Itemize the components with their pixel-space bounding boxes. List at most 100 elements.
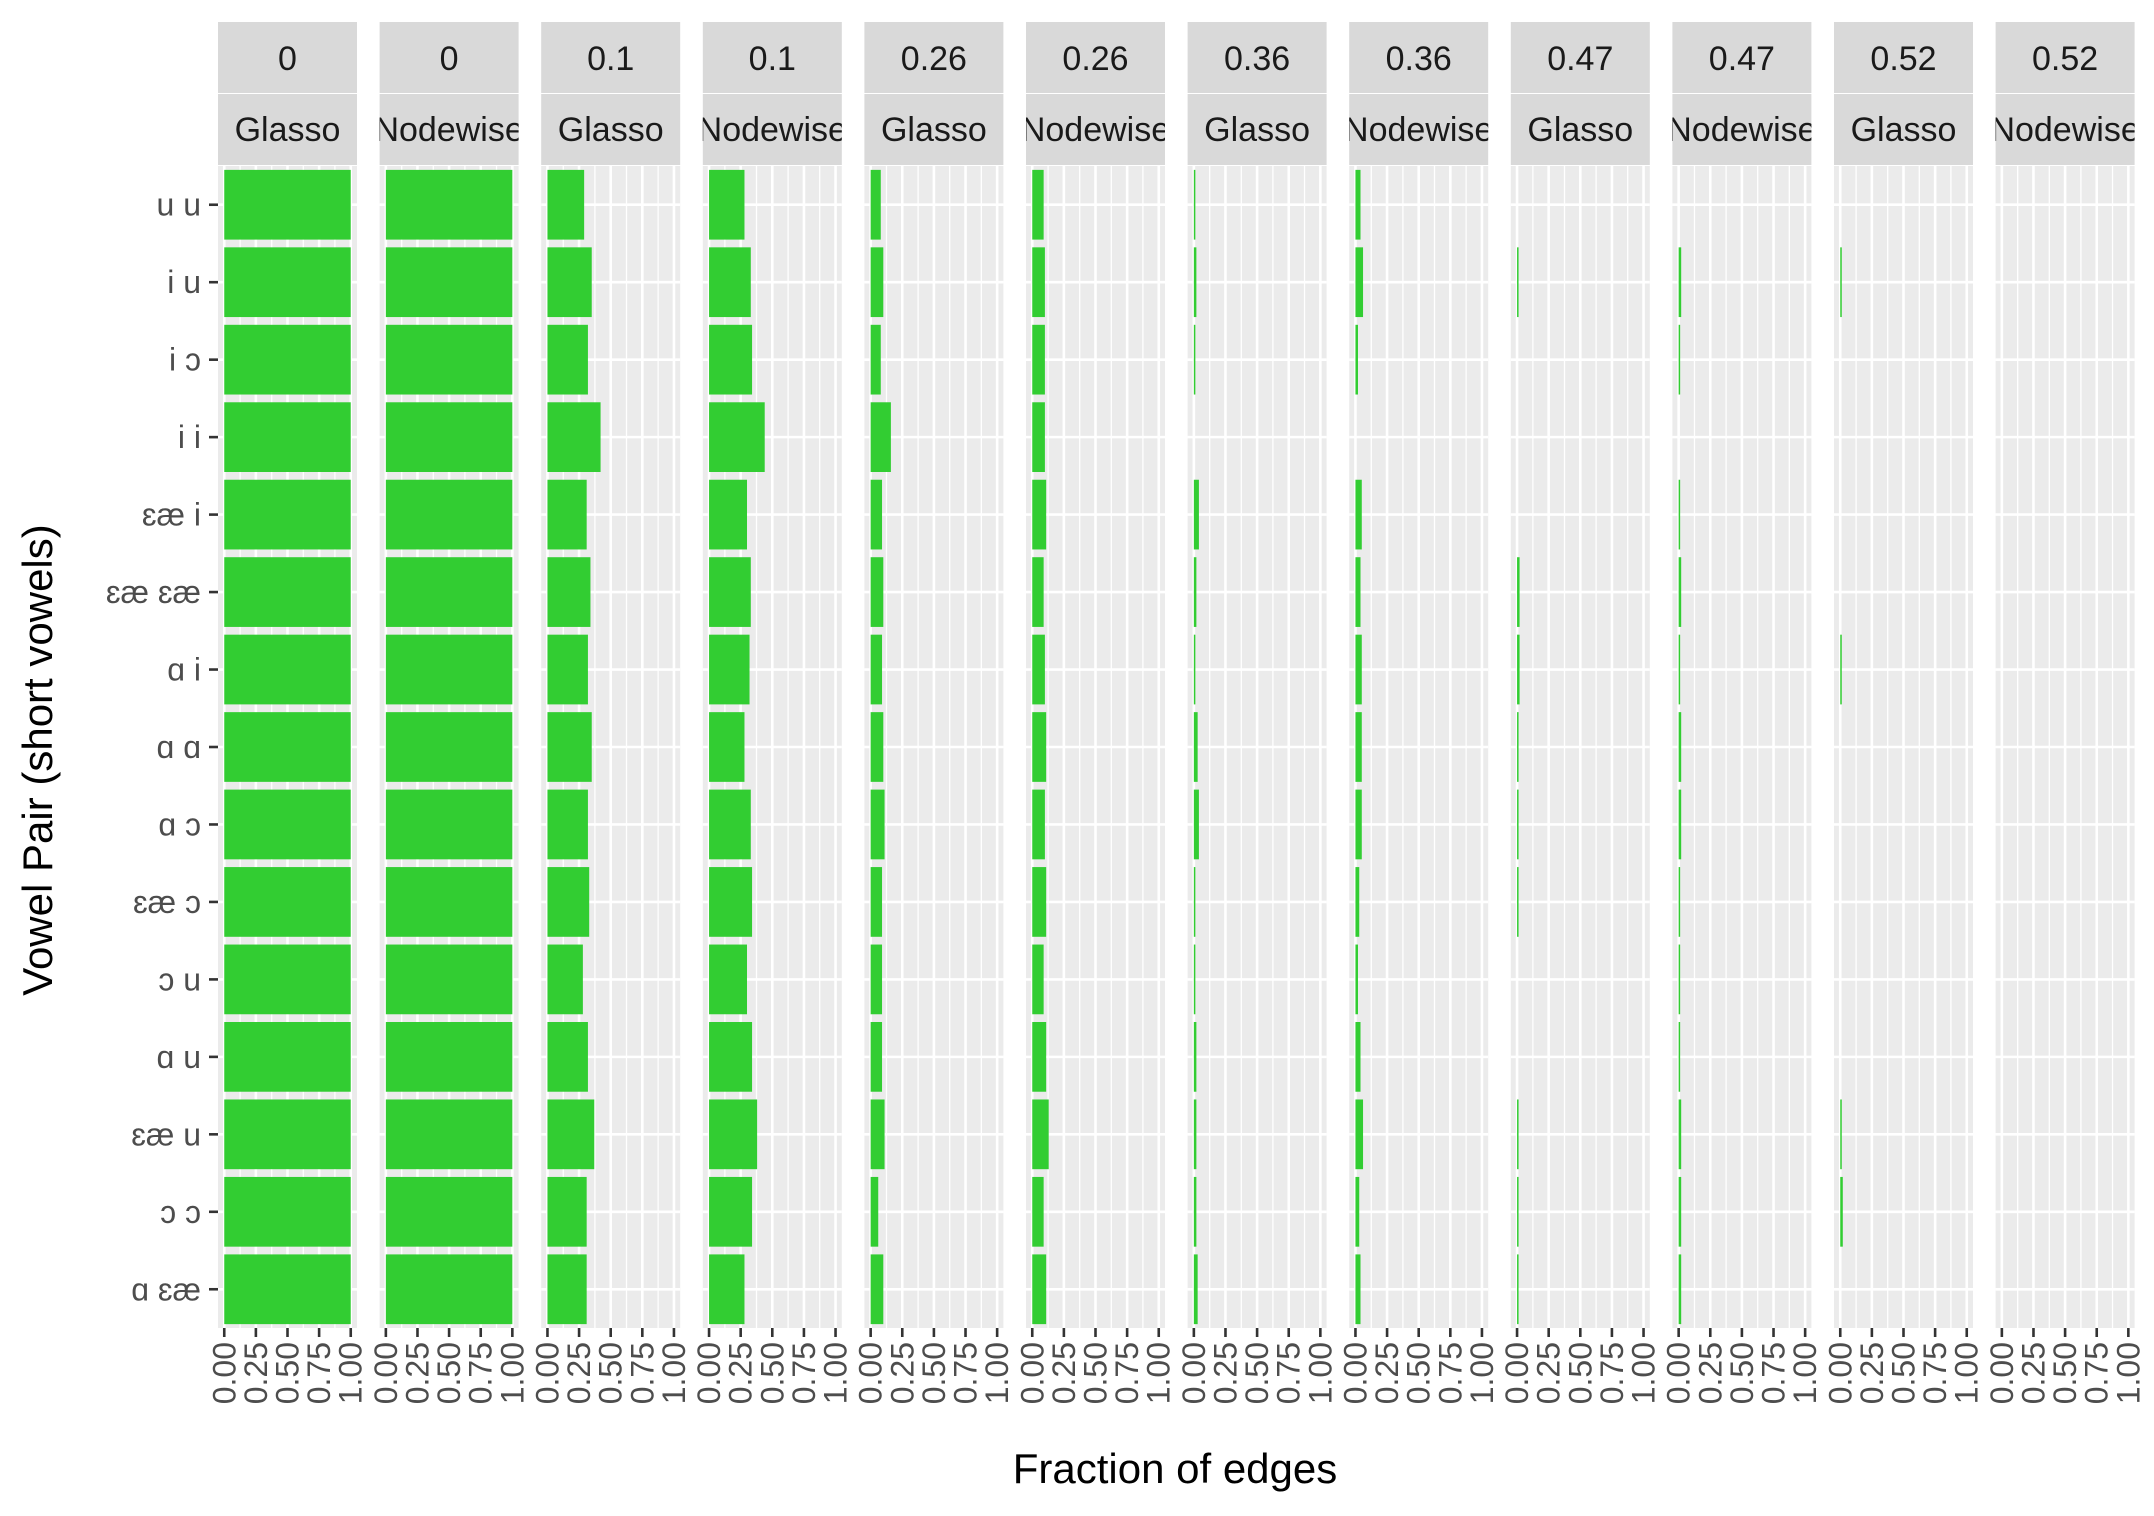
bar xyxy=(547,1254,587,1325)
y-tick-label: ɛæ ɛæ xyxy=(106,574,201,610)
bar xyxy=(1840,634,1842,705)
bar xyxy=(1517,867,1519,937)
facet-label-bottom: Nodewise xyxy=(698,111,847,149)
facet-panel xyxy=(1510,166,1650,1328)
bar xyxy=(547,247,592,318)
facet-label-top: 0.26 xyxy=(1062,40,1128,78)
x-tick-label: 0.50 xyxy=(431,1342,467,1404)
bar xyxy=(870,634,883,705)
bar xyxy=(870,944,883,1015)
facet-label-top: 0.47 xyxy=(1547,40,1613,78)
y-tick-label: ɔ u xyxy=(158,961,201,997)
bar xyxy=(385,1254,513,1325)
y-axis: u u i u i ɔ i i ɛæ i ɛæ ɛæ ɑ i ɑ ɑ ɑ ɔ ɛæ ɔ ɔ u ɑ u… xyxy=(106,187,218,1307)
x-tick-label: 0.75 xyxy=(786,1342,822,1404)
bar xyxy=(547,712,592,782)
bar xyxy=(1193,1176,1197,1247)
facet-label-top: 0.36 xyxy=(1386,40,1452,78)
bar xyxy=(870,1254,884,1325)
y-tick-label: i u xyxy=(167,264,201,300)
bar xyxy=(385,712,513,782)
bar xyxy=(870,789,885,860)
bar xyxy=(1840,1099,1842,1170)
x-tick-label: 0.75 xyxy=(1271,1342,1307,1404)
facet-strip-bottom xyxy=(1349,94,1489,165)
x-tick-label: 0.25 xyxy=(1207,1342,1243,1404)
facet-label-top: 0 xyxy=(440,40,459,78)
bar xyxy=(709,402,765,472)
y-axis-title: Vowel Pair (short vowels) xyxy=(14,524,61,996)
bar xyxy=(1032,324,1045,395)
x-axis-panel: 0.000.250.500.751.00 xyxy=(368,1328,530,1404)
bar xyxy=(1193,169,1196,240)
bar xyxy=(1193,1254,1198,1325)
facet-label-bottom: Nodewise xyxy=(1021,111,1170,149)
x-tick-label: 0.00 xyxy=(691,1342,727,1404)
bar xyxy=(385,1176,513,1247)
bar xyxy=(1032,479,1047,550)
y-tick-label: i ɔ xyxy=(169,342,201,378)
x-axis-title: Fraction of edges xyxy=(1013,1445,1338,1492)
bar xyxy=(1517,634,1520,705)
bar xyxy=(1193,557,1197,627)
bar xyxy=(1032,247,1045,318)
bar xyxy=(385,867,513,937)
bar xyxy=(1517,712,1519,782)
y-tick-label: u u xyxy=(157,187,201,223)
x-tick-label: 0.75 xyxy=(1917,1342,1953,1404)
facet-strip-bottom xyxy=(1834,94,1973,165)
bar xyxy=(870,1176,879,1247)
facet-strip-bottom xyxy=(1187,94,1327,165)
bar xyxy=(547,789,588,860)
x-tick-label: 0.25 xyxy=(561,1342,597,1404)
bar xyxy=(1678,1099,1682,1170)
bar xyxy=(709,867,753,937)
bar xyxy=(547,1099,595,1170)
x-tick-label: 0.75 xyxy=(1109,1342,1145,1404)
facet-strip-bottom xyxy=(1672,94,1812,165)
bar xyxy=(870,1022,883,1092)
x-tick-label: 0.25 xyxy=(1369,1342,1405,1404)
bar xyxy=(1193,789,1199,860)
bar xyxy=(709,1099,758,1170)
x-tick-label: 0.50 xyxy=(1239,1342,1275,1404)
bar xyxy=(1193,944,1196,1015)
x-tick-label: 0.00 xyxy=(206,1342,242,1404)
facet-panel xyxy=(218,166,357,1328)
bar xyxy=(1517,1099,1519,1170)
bar xyxy=(547,944,583,1015)
y-tick-label: ɑ u xyxy=(157,1039,201,1075)
bar xyxy=(385,247,513,318)
bar xyxy=(709,169,745,240)
bar xyxy=(1032,634,1045,705)
facet-label-bottom: Glasso xyxy=(558,111,664,149)
facet-strip-top xyxy=(1995,22,2135,93)
bar xyxy=(870,247,884,318)
bar xyxy=(709,944,748,1015)
bar xyxy=(709,1022,753,1092)
bar xyxy=(1193,1099,1197,1170)
facet-strip-top xyxy=(1349,22,1489,93)
bar xyxy=(709,1254,745,1325)
facet-label-top: 0.1 xyxy=(587,40,634,78)
x-tick-label: 0.00 xyxy=(529,1342,565,1404)
x-tick-label: 0.25 xyxy=(399,1342,435,1404)
bar xyxy=(224,479,351,550)
x-tick-label: 1.00 xyxy=(494,1342,530,1404)
bar xyxy=(1355,169,1361,240)
bar xyxy=(1678,1022,1681,1092)
bar xyxy=(1678,867,1681,937)
x-tick-label: 0.00 xyxy=(368,1342,404,1404)
bar xyxy=(547,867,590,937)
x-axes: 0.000.250.500.751.00 0.000.250.500.751.00… xyxy=(206,1328,2146,1404)
x-axis-panel: 0.000.250.500.751.00 xyxy=(691,1328,854,1404)
bar xyxy=(1032,169,1044,240)
bar xyxy=(1517,1176,1519,1247)
bar xyxy=(1355,1176,1360,1247)
x-tick-label: 0.25 xyxy=(238,1342,274,1404)
x-tick-label: 0.75 xyxy=(2079,1342,2115,1404)
bar xyxy=(709,789,751,860)
x-tick-label: 0.50 xyxy=(1562,1342,1598,1404)
facet-panel xyxy=(702,166,842,1328)
